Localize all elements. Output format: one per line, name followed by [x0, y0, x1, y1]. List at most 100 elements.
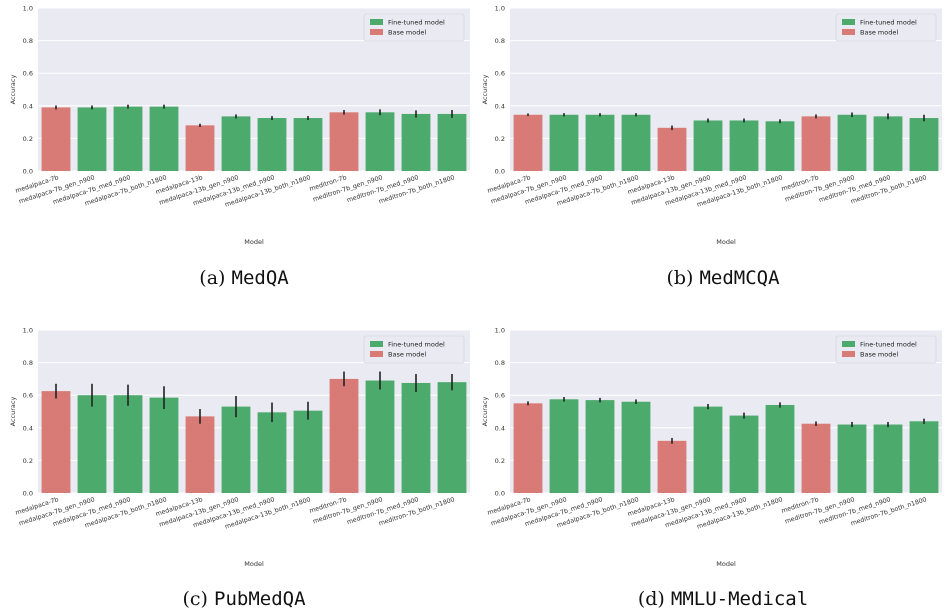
bar-medalpaca-7b [513, 114, 543, 171]
bar-meditron-7b_both_n1800 [437, 113, 467, 171]
legend-label-base: Base model [388, 351, 426, 359]
bar-medalpaca-13b_both_n1800 [765, 404, 795, 493]
caption-c-name: PubMedQA [214, 588, 306, 610]
legend-swatch-base [370, 29, 383, 35]
bar-medalpaca-13b_both_n1800 [293, 410, 323, 493]
x-axis-label: Model [244, 560, 264, 568]
caption-a-prefix: (a) [199, 267, 226, 289]
caption-a-name: MedQA [231, 267, 289, 289]
legend: Fine-tuned model Base model [363, 335, 465, 364]
bar-medalpaca-13b [657, 440, 687, 493]
bar-medalpaca-7b_both_n1800 [621, 401, 651, 493]
legend-swatch-fine_tuned [370, 19, 383, 25]
x-axis-label: Model [244, 238, 264, 246]
caption-d-name: MMLU-Medical [670, 588, 809, 610]
bar-medalpaca-7b_gen_n900 [549, 114, 579, 171]
bar-medalpaca-7b_both_n1800 [149, 106, 179, 171]
bar-medalpaca-13b_med_n900 [729, 120, 759, 171]
bar-meditron-7b_med_n900 [401, 113, 431, 171]
bar-meditron-7b [801, 116, 831, 171]
bar-medalpaca-13b [657, 127, 687, 171]
caption-c: (c) PubMedQA [94, 588, 394, 610]
chart-panel-a: 0.00.20.40.60.81.0Accuracymedalpaca-7bme… [9, 5, 470, 246]
bar-medalpaca-7b_both_n1800 [149, 397, 179, 493]
bar-medalpaca-13b_both_n1800 [765, 121, 795, 171]
legend: Fine-tuned model Base model [835, 335, 937, 364]
legend-label-fine_tuned: Fine-tuned model [860, 19, 917, 27]
legend-box [363, 13, 465, 42]
y-tick-label: 1.0 [23, 327, 33, 335]
bar-medalpaca-13b_med_n900 [729, 415, 759, 493]
bar-medalpaca-13b_med_n900 [257, 118, 287, 171]
y-tick-label: 0.6 [495, 392, 505, 400]
y-tick-label: 0.2 [23, 135, 33, 143]
bar-medalpaca-13b_gen_n900 [221, 116, 251, 171]
legend-label-base: Base model [860, 351, 898, 359]
legend-swatch-base [842, 29, 855, 35]
caption-d: (d) MMLU-Medical [573, 588, 873, 610]
legend-label-fine_tuned: Fine-tuned model [388, 19, 445, 27]
bar-medalpaca-13b_med_n900 [257, 412, 287, 493]
y-tick-label: 0.4 [23, 424, 33, 432]
bar-medalpaca-13b_gen_n900 [221, 406, 251, 493]
y-tick-label: 1.0 [23, 5, 33, 13]
legend-swatch-fine_tuned [842, 19, 855, 25]
y-tick-label: 0.0 [23, 490, 33, 498]
y-tick-label: 1.0 [495, 327, 505, 335]
bar-medalpaca-13b_gen_n900 [693, 406, 723, 493]
legend: Fine-tuned model Base model [363, 13, 465, 42]
y-tick-label: 0.8 [23, 37, 33, 45]
bar-medalpaca-7b [41, 107, 71, 171]
bar-medalpaca-7b_med_n900 [113, 395, 143, 493]
bar-meditron-7b [801, 423, 831, 493]
bar-medalpaca-13b [185, 125, 215, 171]
y-tick-label: 0.6 [23, 70, 33, 78]
bar-medalpaca-7b [41, 391, 71, 493]
chart-panel-b: 0.00.20.40.60.81.0Accuracymedalpaca-7bme… [481, 5, 942, 246]
bar-medalpaca-7b_both_n1800 [621, 114, 651, 171]
bar-meditron-7b_med_n900 [401, 382, 431, 493]
legend-swatch-base [370, 351, 383, 357]
caption-b-prefix: (b) [666, 267, 694, 289]
caption-c-prefix: (c) [182, 588, 208, 610]
bar-medalpaca-7b_gen_n900 [549, 399, 579, 493]
bar-medalpaca-7b_med_n900 [585, 400, 615, 493]
y-tick-label: 0.8 [23, 359, 33, 367]
bar-meditron-7b_med_n900 [873, 424, 903, 493]
y-tick-label: 0.4 [495, 424, 505, 432]
bar-meditron-7b_gen_n900 [837, 114, 867, 171]
y-tick-label: 1.0 [495, 5, 505, 13]
legend-swatch-fine_tuned [842, 341, 855, 347]
legend-label-base: Base model [388, 29, 426, 37]
y-tick-label: 0.6 [23, 392, 33, 400]
x-axis-label: Model [716, 560, 736, 568]
bar-medalpaca-13b [185, 416, 215, 493]
y-axis-label: Accuracy [481, 397, 489, 427]
legend-box [363, 335, 465, 364]
caption-d-prefix: (d) [637, 588, 665, 610]
y-tick-label: 0.8 [495, 359, 505, 367]
legend-box [835, 335, 937, 364]
y-tick-label: 0.2 [495, 135, 505, 143]
bar-medalpaca-7b_gen_n900 [77, 107, 107, 171]
chart-panel-d: 0.00.20.40.60.81.0Accuracymedalpaca-7bme… [481, 327, 942, 568]
x-axis-label: Model [716, 238, 736, 246]
bar-meditron-7b_both_n1800 [437, 382, 467, 493]
bar-medalpaca-13b_gen_n900 [693, 120, 723, 171]
bar-meditron-7b_both_n1800 [909, 421, 939, 493]
bar-medalpaca-7b [513, 403, 543, 493]
legend-swatch-fine_tuned [370, 341, 383, 347]
y-tick-label: 0.0 [495, 168, 505, 176]
y-tick-label: 0.6 [495, 70, 505, 78]
legend-label-fine_tuned: Fine-tuned model [388, 341, 445, 349]
legend: Fine-tuned model Base model [835, 13, 937, 42]
bar-meditron-7b_both_n1800 [909, 118, 939, 171]
bar-meditron-7b_gen_n900 [365, 112, 395, 171]
y-tick-label: 0.2 [495, 457, 505, 465]
y-tick-label: 0.8 [495, 37, 505, 45]
bar-medalpaca-7b_med_n900 [113, 106, 143, 171]
bar-meditron-7b_gen_n900 [837, 424, 867, 493]
legend-label-fine_tuned: Fine-tuned model [860, 341, 917, 349]
bar-meditron-7b [329, 112, 359, 171]
